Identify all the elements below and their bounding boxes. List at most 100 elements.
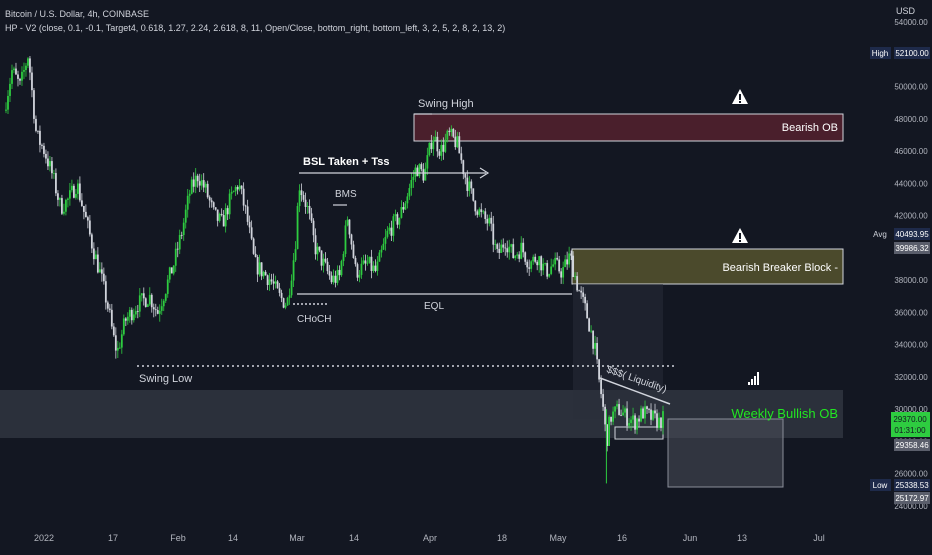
- svg-text:High: High: [872, 49, 888, 58]
- candle-body: [486, 218, 489, 224]
- candle-body: [94, 254, 97, 260]
- candle-body: [308, 205, 311, 214]
- candle-body: [112, 326, 115, 336]
- bsl-label: BSL Taken + Tss: [303, 156, 390, 168]
- candle-body: [53, 173, 55, 174]
- candle-body: [618, 404, 620, 415]
- candle-body: [116, 347, 119, 351]
- x-tick-label: 18: [497, 533, 507, 543]
- candle-body: [412, 176, 415, 180]
- candle-body: [518, 254, 521, 259]
- candle-body: [454, 136, 457, 148]
- y-tick-label: 32000.00: [894, 373, 928, 382]
- candle-body: [146, 304, 149, 307]
- candle-body: [208, 197, 211, 201]
- candle-body: [636, 418, 638, 430]
- candle-body: [480, 209, 483, 212]
- svg-text:Avg: Avg: [873, 230, 887, 239]
- candle-body: [402, 207, 405, 210]
- candle-body: [532, 256, 535, 262]
- candle-body: [352, 244, 355, 258]
- candle-body: [432, 140, 435, 150]
- candle-body: [604, 406, 606, 425]
- candle-body: [266, 275, 269, 285]
- candle-body: [100, 269, 103, 274]
- candle-body: [436, 136, 439, 152]
- candle-body: [590, 330, 593, 332]
- candle-body: [15, 68, 17, 75]
- indicator-legend[interactable]: HP - V2 (close, 0.1, -0.1, Target4, 0.61…: [5, 23, 506, 33]
- candle-body: [554, 257, 557, 265]
- candle-body: [45, 153, 47, 159]
- candle-body: [170, 267, 173, 274]
- candle-body: [548, 273, 551, 277]
- bearish-ob-label: Bearish OB: [782, 122, 838, 134]
- candle-body: [152, 307, 155, 310]
- candle-body: [330, 275, 333, 283]
- candle-body: [448, 130, 451, 133]
- candle-body: [65, 199, 67, 212]
- y-tick-label: 38000.00: [894, 276, 928, 285]
- candle-body: [312, 220, 315, 236]
- candle-body: [134, 311, 137, 315]
- candle-body: [440, 144, 443, 156]
- candle-body: [622, 412, 624, 416]
- candle-body: [534, 256, 537, 262]
- candle-body: [7, 95, 9, 110]
- candle-body: [638, 418, 640, 422]
- candle-body: [284, 305, 287, 308]
- candle-body: [572, 255, 575, 278]
- candle-body: [496, 244, 499, 249]
- candle-body: [542, 263, 545, 271]
- x-tick-label: 2022: [34, 533, 54, 543]
- candle-body: [260, 262, 263, 277]
- candle-body: [202, 180, 205, 188]
- candle-body: [428, 142, 431, 156]
- candle-body: [418, 164, 421, 177]
- candle-body: [176, 248, 179, 250]
- candle-body: [226, 208, 229, 215]
- candle-body: [346, 219, 349, 226]
- swing-low-label: Swing Low: [139, 373, 192, 385]
- candle-body: [380, 249, 383, 253]
- candle-body: [342, 253, 345, 262]
- candle-body: [154, 309, 157, 311]
- candle-body: [378, 252, 381, 262]
- candle-body: [372, 265, 375, 271]
- candle-body: [506, 248, 509, 253]
- bearish-breaker-label: Bearish Breaker Block -: [722, 262, 838, 274]
- candle-body: [104, 281, 107, 303]
- candle-body: [634, 415, 636, 430]
- candle-body: [416, 167, 419, 177]
- candle-body: [222, 215, 225, 227]
- candle-body: [552, 264, 555, 267]
- candle-body: [408, 188, 411, 197]
- candle-body: [124, 318, 127, 321]
- candle-body: [220, 213, 223, 216]
- candle-body: [82, 205, 85, 212]
- svg-text:40493.95: 40493.95: [895, 230, 929, 239]
- candle-body: [500, 244, 503, 253]
- low-label: Low 25338.53: [870, 479, 930, 491]
- candle-body: [422, 169, 425, 181]
- candle-body: [592, 330, 595, 349]
- candle-body: [482, 211, 485, 213]
- candle-body: [232, 191, 235, 193]
- last-price-label[interactable]: 29370.00 01:31:00: [891, 412, 930, 437]
- candle-body: [21, 71, 23, 81]
- y-tick-label: 44000.00: [894, 179, 928, 188]
- candle-body: [376, 261, 379, 271]
- candle-body: [78, 183, 81, 201]
- candle-body: [606, 424, 608, 446]
- candle-body: [494, 244, 497, 246]
- candle-body: [136, 311, 139, 312]
- candle-body: [510, 244, 513, 247]
- candle-body: [106, 302, 109, 309]
- y-tick-label: 42000.00: [894, 212, 928, 221]
- candle-body: [228, 193, 231, 215]
- projection-box-lower: [667, 418, 784, 488]
- candle-body: [544, 263, 547, 264]
- candle-body: [238, 185, 241, 190]
